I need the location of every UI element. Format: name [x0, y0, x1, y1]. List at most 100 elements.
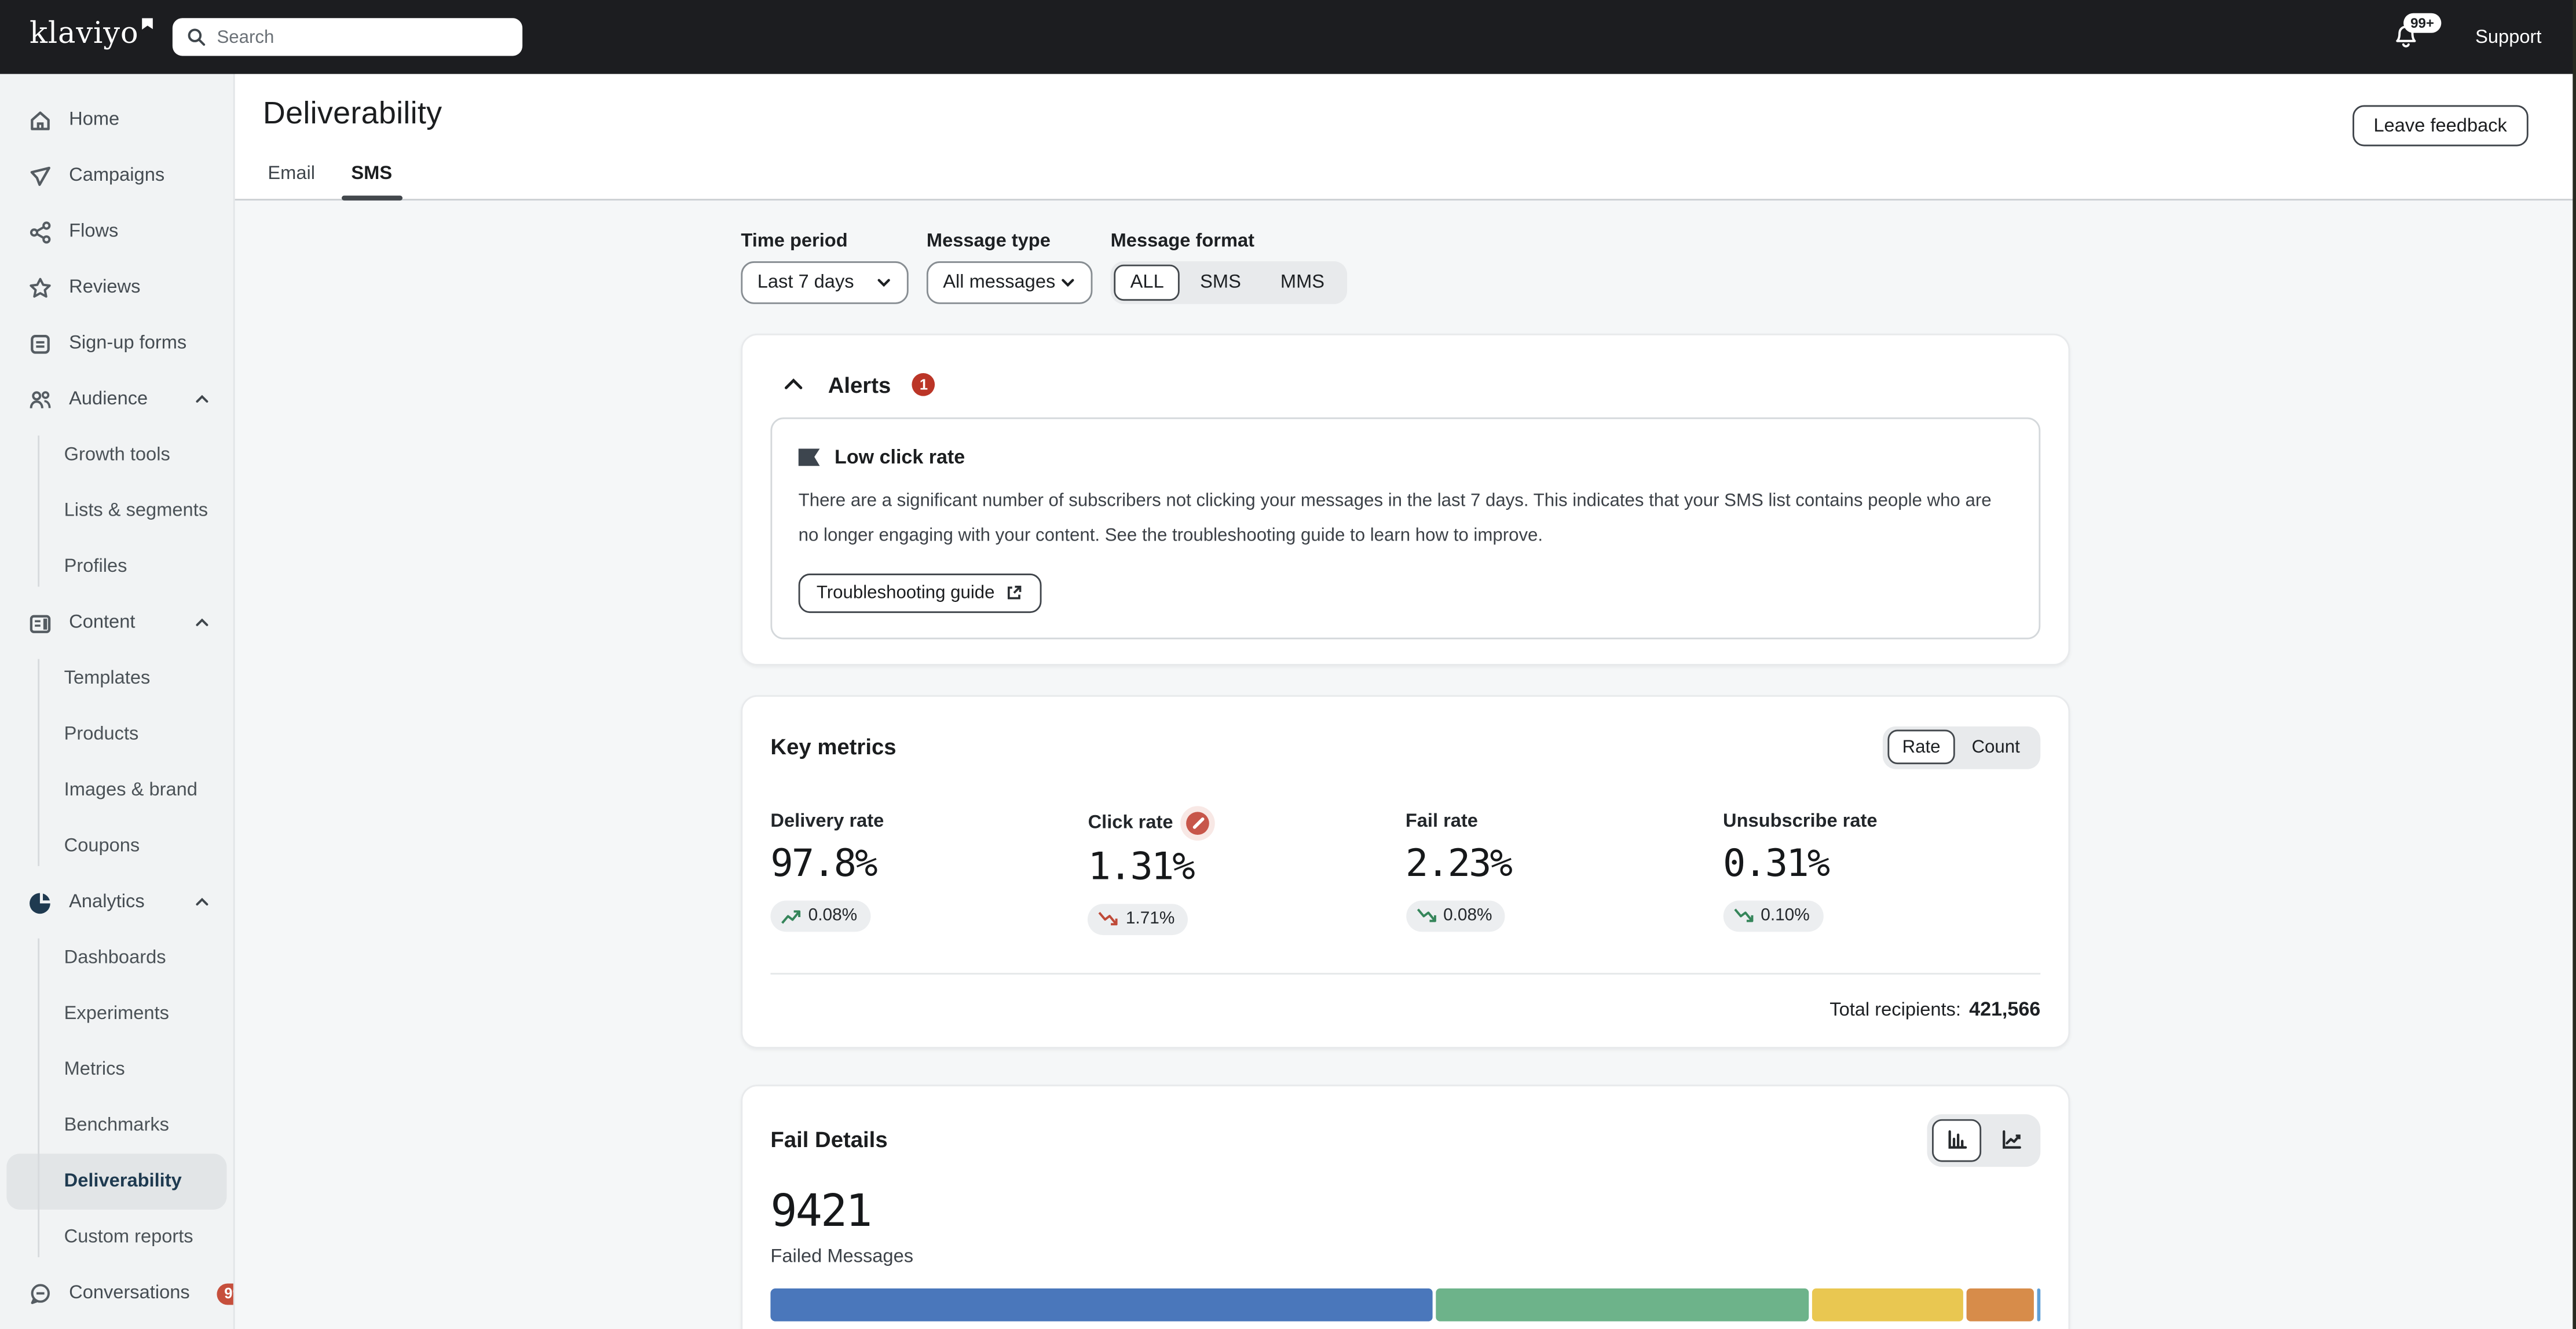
bar-segment-1[interactable] — [1436, 1288, 1810, 1321]
klaviyo-logo[interactable]: klaviyo — [30, 16, 153, 51]
message-format-filter: Message format ALL SMS MMS — [1111, 232, 1348, 304]
sidebar-item-flows[interactable]: Flows — [0, 204, 233, 260]
bar-segment-2[interactable] — [1813, 1288, 1963, 1321]
sidebar-item-coupons[interactable]: Coupons — [0, 819, 233, 874]
sidebar-item-home[interactable]: Home — [0, 92, 233, 148]
collapse-chevron-icon[interactable] — [780, 371, 806, 397]
metric-label: Fail rate — [1406, 812, 1478, 831]
troubleshooting-guide-button[interactable]: Troubleshooting guide — [799, 573, 1042, 612]
sidebar-item-deliverability[interactable]: Deliverability — [6, 1153, 226, 1209]
search-icon — [186, 26, 207, 48]
page-title: Deliverability — [263, 97, 442, 133]
main-area: Deliverability Email SMS Leave feedback … — [235, 74, 2576, 1329]
search-input[interactable] — [217, 27, 509, 47]
sidebar-item-reviews[interactable]: Reviews — [0, 260, 233, 315]
klaviyo-flag-icon — [142, 18, 153, 30]
format-option-all[interactable]: ALL — [1114, 265, 1180, 301]
chevron-down-icon — [876, 275, 892, 291]
send-icon — [28, 163, 53, 188]
sidebar-item-signup-forms[interactable]: Sign-up forms — [0, 316, 233, 371]
notifications-badge: 99+ — [2403, 13, 2441, 32]
flow-nodes-icon — [28, 220, 53, 244]
sidebar-item-campaigns[interactable]: Campaigns — [0, 148, 233, 203]
global-search[interactable] — [173, 18, 522, 56]
message-type-select[interactable]: All messages — [927, 261, 1093, 304]
message-type-filter: Message type All messages — [927, 232, 1093, 304]
bar-segment-3[interactable] — [1967, 1288, 2033, 1321]
analytics-pie-icon — [28, 890, 53, 915]
toggle-count[interactable]: Count — [1955, 730, 2036, 765]
sidebar-item-custom-reports[interactable]: Custom reports — [0, 1210, 233, 1265]
chevron-up-icon — [192, 892, 212, 912]
total-recipients-value: 421,566 — [1969, 997, 2040, 1020]
support-link[interactable]: Support — [2475, 27, 2541, 47]
metric-delta-pill: 1.71% — [1088, 904, 1188, 935]
message-type-label: Message type — [927, 232, 1093, 251]
fail-stacked-bar — [770, 1288, 2040, 1321]
alerts-title: Alerts — [828, 373, 891, 397]
format-option-mms[interactable]: MMS — [1261, 265, 1344, 301]
alert-title: Low click rate — [835, 446, 965, 469]
message-format-label: Message format — [1111, 232, 1348, 251]
message-format-segmented: ALL SMS MMS — [1111, 261, 1348, 304]
time-period-label: Time period — [741, 232, 908, 251]
sidebar-item-experiments[interactable]: Experiments — [0, 986, 233, 1042]
fail-details-title: Fail Details — [770, 1128, 887, 1153]
tab-sms[interactable]: SMS — [341, 165, 402, 199]
sidebar-item-benchmarks[interactable]: Benchmarks — [0, 1098, 233, 1153]
content-area: Time period Last 7 days Message type All… — [235, 200, 2576, 1329]
alerts-header[interactable]: Alerts 1 — [770, 358, 2040, 417]
sidebar-item-dashboards[interactable]: Dashboards — [0, 930, 233, 986]
metric-value: 0.31% — [1723, 843, 2040, 886]
metric-delta-pill: 0.08% — [770, 900, 870, 932]
total-recipients-label: Total recipients: — [1829, 1001, 1961, 1020]
sidebar-item-metrics[interactable]: Metrics — [0, 1042, 233, 1097]
tab-email[interactable]: Email — [258, 165, 325, 199]
logo-wordmark: klaviyo — [30, 16, 138, 51]
sidebar-audience-children: Growth tools Lists & segments Profiles — [0, 428, 233, 595]
alert-body: There are a significant number of subscr… — [799, 485, 2012, 554]
format-option-sms[interactable]: SMS — [1180, 265, 1261, 301]
fail-details-card: Fail Details 9421 Failed Me — [741, 1085, 2070, 1329]
key-metrics-title: Key metrics — [770, 735, 896, 760]
sidebar-item-products[interactable]: Products — [0, 707, 233, 762]
warning-slash-icon[interactable] — [1186, 812, 1209, 835]
audience-icon — [28, 387, 53, 412]
time-period-select[interactable]: Last 7 days — [741, 261, 908, 304]
chevron-up-icon — [192, 389, 212, 409]
toggle-rate[interactable]: Rate — [1887, 730, 1955, 765]
sidebar-item-templates[interactable]: Templates — [0, 651, 233, 706]
bar-segment-0[interactable] — [770, 1288, 1433, 1321]
conversations-badge: 99+ — [216, 1283, 235, 1304]
metric-label: Unsubscribe rate — [1723, 812, 1878, 831]
key-metrics-card: Key metrics Rate Count Delivery rate 97.… — [741, 695, 2070, 1048]
sidebar: Home Campaigns Flows Reviews Sign-up for… — [0, 74, 235, 1329]
leave-feedback-button[interactable]: Leave feedback — [2352, 105, 2529, 147]
metric-label: Delivery rate — [770, 812, 884, 831]
chat-bubble-icon — [28, 1281, 53, 1306]
sidebar-group-analytics[interactable]: Analytics — [0, 874, 233, 930]
sidebar-analytics-children: Dashboards Experiments Metrics Benchmark… — [0, 930, 233, 1266]
alert-item: Low click rate There are a significant n… — [770, 418, 2040, 639]
alerts-card: Alerts 1 Low click rate There are a sign… — [741, 334, 2070, 665]
sidebar-item-images-brand[interactable]: Images & brand — [0, 762, 233, 818]
home-icon — [28, 108, 53, 133]
message-type-value: All messages — [943, 273, 1055, 293]
sidebar-content-children: Templates Products Images & brand Coupon… — [0, 651, 233, 874]
bar-chart-toggle-button[interactable] — [1932, 1119, 1981, 1162]
bar-segment-4[interactable] — [2037, 1288, 2041, 1321]
sidebar-item-conversations[interactable]: Conversations 99+ — [0, 1265, 233, 1321]
window-edge-scrollbar[interactable] — [2573, 0, 2576, 1329]
metric-delta-pill: 0.10% — [1723, 900, 1823, 932]
metric-value: 2.23% — [1406, 843, 1723, 886]
line-chart-toggle-button[interactable] — [1986, 1119, 2036, 1162]
sidebar-item-lists-segments[interactable]: Lists & segments — [0, 483, 233, 539]
sidebar-group-content[interactable]: Content — [0, 595, 233, 651]
time-period-filter: Time period Last 7 days — [741, 232, 908, 304]
total-recipients-row: Total recipients: 421,566 — [770, 997, 2040, 1020]
sidebar-item-profiles[interactable]: Profiles — [0, 539, 233, 594]
sidebar-group-audience[interactable]: Audience — [0, 371, 233, 427]
sidebar-item-growth-tools[interactable]: Growth tools — [0, 428, 233, 483]
metric-unsubscribe-rate: Unsubscribe rate 0.31% 0.10% — [1723, 812, 2040, 938]
notifications-button[interactable]: 99+ — [2391, 23, 2419, 51]
